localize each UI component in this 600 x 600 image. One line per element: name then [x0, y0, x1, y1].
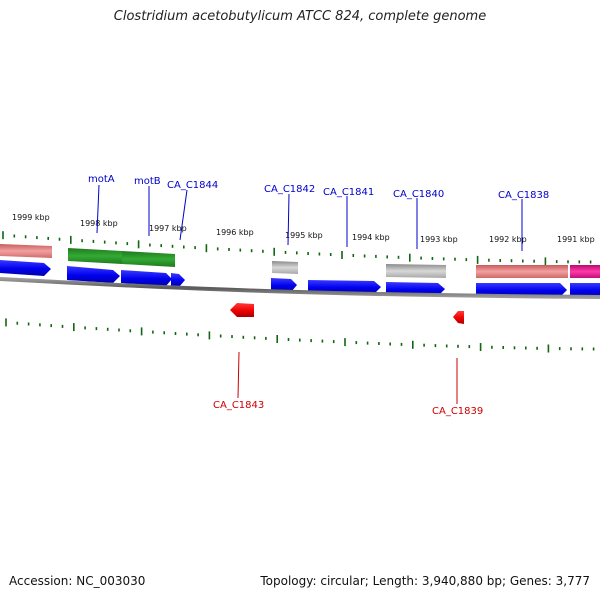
feature-magenta-right[interactable]	[570, 265, 600, 278]
cds-forward-ca-c1842[interactable]	[271, 278, 297, 292]
gene-label-ca-c1841[interactable]: CA_C1841	[323, 187, 374, 198]
kbp-tick-track-lower	[5, 318, 595, 353]
gene-label-ca-c1838[interactable]: CA_C1838	[498, 190, 549, 201]
gene-labels-top: motA motB CA_C1844 CA_C1842 CA_C1841 CA_…	[88, 174, 549, 201]
gene-label-ca-c1842[interactable]: CA_C1842	[264, 184, 315, 195]
gene-label-motb[interactable]: motB	[134, 176, 161, 187]
cds-reverse-ca-c1839[interactable]	[453, 311, 464, 324]
kbp-label: 1996 kbp	[216, 228, 254, 237]
kbp-tick-track-upper	[2, 231, 592, 266]
cds-forward-ca-c1844[interactable]	[171, 273, 185, 287]
genome-title: Clostridium acetobutylicum ATCC 824, com…	[113, 9, 487, 24]
kbp-label: 1999 kbp	[12, 213, 50, 222]
feature-mota[interactable]	[68, 248, 122, 264]
accession-label: Accession: NC_003030	[9, 574, 146, 588]
feature-pink-left[interactable]	[0, 244, 52, 258]
kbp-label: 1997 kbp	[149, 224, 187, 233]
cds-forward-right[interactable]	[570, 283, 600, 297]
gene-label-ca-c1844[interactable]: CA_C1844	[167, 180, 218, 191]
cds-forward-left[interactable]	[0, 260, 51, 276]
kbp-label: 1992 kbp	[489, 235, 527, 244]
reverse-cds-track	[230, 303, 464, 324]
cds-reverse-ca-c1843[interactable]	[230, 303, 254, 317]
kbp-labels: 1999 kbp 1998 kbp 1997 kbp 1996 kbp 1995…	[12, 213, 595, 244]
gene-label-ca-c1839[interactable]: CA_C1839	[432, 406, 483, 417]
cds-forward-ca-c1838[interactable]	[476, 283, 567, 297]
feature-track	[0, 244, 600, 278]
kbp-label: 1995 kbp	[285, 231, 323, 240]
feature-motb[interactable]	[122, 251, 175, 267]
feature-grey-ca-c1842[interactable]	[272, 261, 298, 274]
label-leader-lines	[96, 184, 523, 251]
cds-forward-ca-c1841[interactable]	[308, 280, 381, 294]
kbp-label: 1994 kbp	[352, 233, 390, 242]
gene-label-ca-c1843[interactable]: CA_C1843	[213, 400, 264, 411]
cds-forward-mota[interactable]	[67, 266, 120, 283]
genome-backbone	[0, 277, 600, 299]
gene-labels-bottom: CA_C1843 CA_C1839	[213, 400, 483, 417]
genome-stats-label: Topology: circular; Length: 3,940,880 bp…	[260, 574, 590, 588]
cds-forward-motb[interactable]	[121, 270, 172, 286]
kbp-label: 1993 kbp	[420, 235, 458, 244]
gene-label-mota[interactable]: motA	[88, 174, 115, 185]
forward-cds-track	[0, 260, 600, 297]
kbp-label: 1998 kbp	[80, 219, 118, 228]
label-leader-lines-bottom	[237, 351, 458, 404]
feature-grey-ca-c1840[interactable]	[386, 264, 446, 278]
gene-label-ca-c1840[interactable]: CA_C1840	[393, 189, 444, 200]
feature-pink-ca-c1838[interactable]	[476, 265, 568, 278]
kbp-label: 1991 kbp	[557, 235, 595, 244]
